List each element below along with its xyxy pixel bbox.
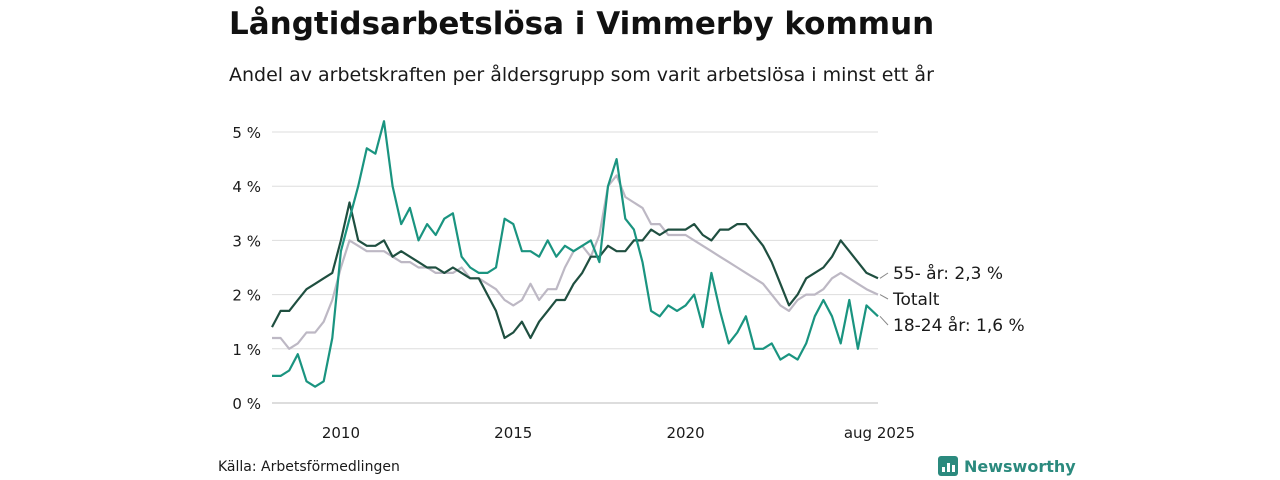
series-end-label-total: Totalt (892, 290, 940, 310)
y-tick-label: 3 % (232, 232, 261, 250)
chart-subtitle: Andel av arbetskraften per åldersgrupp s… (229, 64, 934, 86)
label-connector (879, 272, 889, 279)
x-tick-label: 2010 (322, 424, 360, 442)
series-line-age_55 (271, 201, 879, 340)
source-note: Källa: Arbetsförmedlingen (218, 459, 400, 475)
series-end-label-age_55: 55- år: 2,3 % (893, 263, 1003, 284)
series-layer (271, 120, 879, 388)
y-tick-label: 4 % (232, 178, 261, 196)
series-labels-layer: Totalt 55- år: 2,3 % 18-24 år: 1,6 % (879, 263, 1025, 336)
series-line-age_18_24 (272, 120, 879, 388)
y-tick-label: 2 % (232, 287, 261, 305)
x-tick-label: 2020 (666, 424, 704, 442)
axis-layer: 0 % 1 % 2 % 3 % 4 % 5 % 2010 2015 2020 aug 2025 (232, 124, 915, 442)
series-end-label-age_18_24: 18-24 år: 1,6 % (893, 315, 1025, 336)
bar-chart-icon (938, 456, 958, 476)
grid-layer (272, 131, 878, 404)
x-tick-label: aug 2025 (844, 424, 915, 442)
label-connector (879, 294, 889, 300)
y-tick-label: 5 % (232, 124, 261, 142)
label-connector (879, 315, 889, 326)
x-tick-label: 2015 (494, 424, 532, 442)
chart-title: Långtidsarbetslösa i Vimmerby kommun (229, 6, 935, 42)
series-line-total (272, 174, 879, 350)
y-tick-label: 1 % (232, 341, 261, 359)
brand-logo: Newsworthy (938, 456, 1076, 476)
y-tick-label: 0 % (232, 395, 261, 413)
brand-name: Newsworthy (964, 456, 1076, 476)
